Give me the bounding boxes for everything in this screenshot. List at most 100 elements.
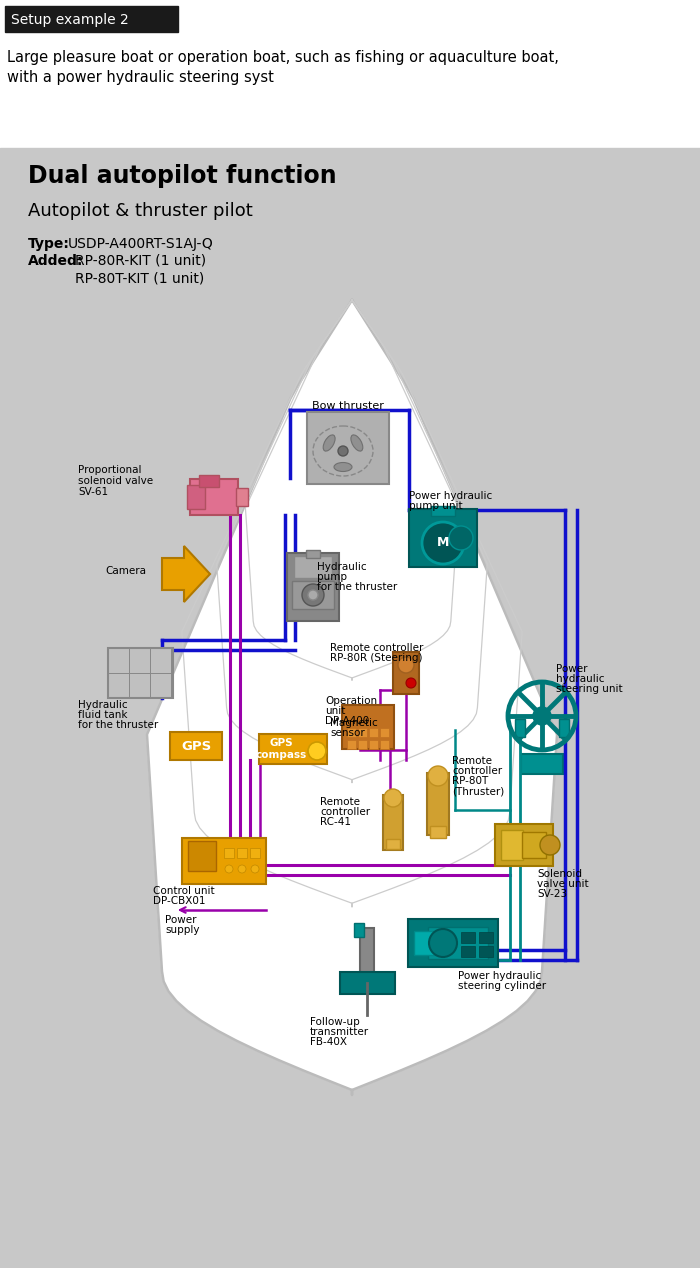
Bar [386,839,400,850]
Text: RC-41: RC-41 [320,817,351,827]
Bar [522,832,546,858]
Text: GPS: GPS [181,739,211,752]
Bar [346,728,356,737]
Text: steering cylinder: steering cylinder [458,981,546,992]
Text: Autopilot & thruster pilot: Autopilot & thruster pilot [28,202,253,221]
Text: USDP-A400RT-S1AJ-Q: USDP-A400RT-S1AJ-Q [68,237,214,251]
Bar [495,824,553,866]
Bar [0,0,700,148]
Bar [0,148,700,1268]
Ellipse shape [323,435,335,451]
Circle shape [449,526,473,550]
Text: Follow-up: Follow-up [310,1017,360,1027]
Bar [307,412,389,484]
Bar [414,931,442,955]
Circle shape [251,865,259,872]
Circle shape [422,522,464,564]
Circle shape [406,678,416,689]
Text: Power: Power [556,664,587,675]
Circle shape [225,865,233,872]
Text: Setup example 2: Setup example 2 [11,13,129,27]
Bar [188,841,216,871]
Bar [461,946,475,956]
Text: DP-A400: DP-A400 [325,716,370,727]
Bar [294,555,332,578]
Circle shape [302,585,324,606]
Text: Remote: Remote [320,798,360,806]
Bar [501,831,523,860]
Text: DP-CBX01: DP-CBX01 [153,896,206,907]
Text: controller: controller [320,806,370,817]
Text: Remote controller: Remote controller [330,643,424,653]
Bar [368,739,377,748]
Bar [306,550,320,558]
Text: RP-80R (Steering): RP-80R (Steering) [330,653,423,663]
Text: steering unit: steering unit [556,683,622,694]
Bar [250,848,260,858]
Bar [108,648,172,697]
Bar [559,719,569,737]
Text: Hydraulic: Hydraulic [317,562,367,572]
Text: Power hydraulic: Power hydraulic [458,971,541,981]
Text: Magnetic: Magnetic [330,718,378,728]
Circle shape [428,766,448,786]
Ellipse shape [351,435,363,451]
Text: with a power hydraulic steering syst: with a power hydraulic steering syst [7,70,274,85]
Text: supply: supply [165,924,199,935]
Text: SV-23: SV-23 [537,889,567,899]
Bar [182,838,266,884]
Text: FB-40X: FB-40X [310,1037,347,1047]
Text: GPS
compass: GPS compass [256,738,307,760]
Bar [408,919,498,967]
Circle shape [308,742,326,760]
Text: M: M [437,536,449,549]
Circle shape [338,446,348,456]
Bar [259,734,327,765]
Bar [236,488,248,506]
Bar [379,739,389,748]
Bar [358,728,367,737]
Ellipse shape [334,463,352,472]
Bar [287,553,339,621]
Text: Camera: Camera [105,566,146,576]
Bar [346,739,356,748]
Bar [237,848,247,858]
Text: Added:: Added: [28,254,83,268]
Text: (Thruster): (Thruster) [452,786,504,796]
Bar [354,923,364,937]
Bar [170,732,222,760]
Bar [5,6,178,32]
Text: pump unit: pump unit [409,501,463,511]
Text: transmitter: transmitter [310,1027,369,1037]
Text: solenoid valve: solenoid valve [78,476,153,486]
Text: controller: controller [452,766,502,776]
Bar [199,476,219,487]
Bar [190,479,238,515]
Text: Operation: Operation [325,696,377,706]
Bar [358,739,367,748]
Bar [393,652,419,694]
Bar [224,848,234,858]
Text: hydraulic: hydraulic [556,675,605,683]
Text: Bow thruster: Bow thruster [312,401,384,411]
Text: Control unit: Control unit [153,886,215,896]
Text: Proportional: Proportional [78,465,141,476]
Bar [431,506,455,516]
Circle shape [540,836,560,855]
Bar [383,795,403,850]
Text: sensor: sensor [330,728,365,738]
Circle shape [238,865,246,872]
Bar [292,581,334,609]
Bar [479,932,493,942]
Text: Type:: Type: [28,237,70,251]
Bar [409,508,477,567]
Circle shape [533,708,551,725]
Circle shape [429,929,457,957]
Bar [479,946,493,956]
Text: RP-80T: RP-80T [452,776,489,786]
Bar [428,927,488,959]
Bar [360,927,374,983]
Polygon shape [147,301,557,1096]
Bar [379,728,389,737]
Text: RP-80R-KIT (1 unit): RP-80R-KIT (1 unit) [75,254,206,268]
